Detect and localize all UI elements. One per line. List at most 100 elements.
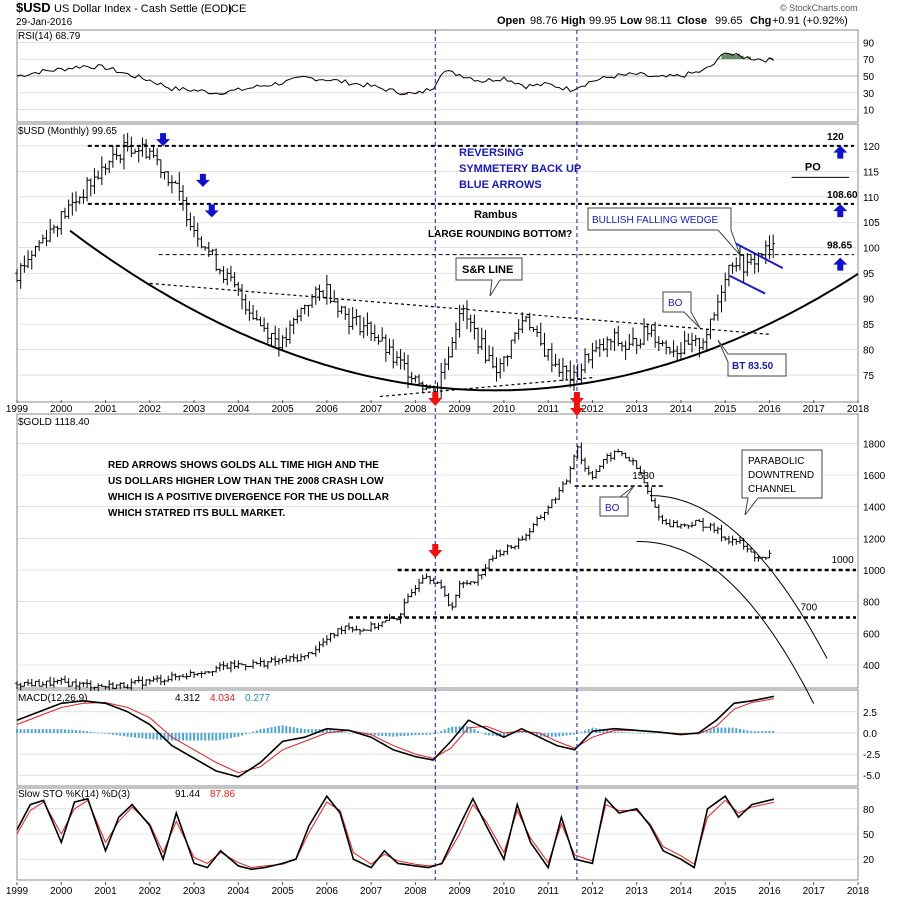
macd-hist-bar	[547, 732, 550, 737]
sr-callout-box	[455, 257, 523, 297]
macd-hist-bar	[49, 729, 52, 733]
rsi-title: RSI(14) 68.79	[18, 31, 81, 42]
sto-panel: Slow STO %K(14) %D(3) 91.44 87.86 80 50 20	[16, 789, 875, 871]
macd-hist-bar	[727, 727, 730, 733]
parabolic-line-1: PARABOLIC	[748, 456, 805, 467]
x-tick-label: 2007	[360, 404, 383, 415]
gold-title: $GOLD 1118.40	[18, 417, 90, 428]
macd-hist-bar	[738, 728, 741, 733]
y-tick-label: 85	[863, 320, 875, 331]
x-tick-label: 2016	[758, 886, 781, 897]
macd-hist-bar	[122, 732, 125, 737]
macd-hist-bar	[484, 732, 487, 735]
macd-hist-bar	[38, 729, 41, 733]
x-tick-label: 2004	[227, 886, 250, 897]
x-tick-label: 1999	[6, 886, 29, 897]
macd-hist-bar	[30, 729, 33, 733]
red-arrows-line-2: US DOLLARS HIGHER LOW THAN THE 2008 CRAS…	[108, 476, 384, 487]
bo-gold-box	[599, 485, 635, 517]
macd-hist-bar	[525, 732, 528, 733]
macd-hist-bar	[285, 725, 288, 733]
macd-hist-bar	[613, 731, 616, 733]
usd-level-label: 98.65	[827, 241, 852, 252]
macd-hist-bar	[399, 732, 402, 737]
macd-hist-bar	[650, 732, 653, 734]
red-arrow	[428, 544, 443, 558]
red-arrow	[569, 402, 584, 416]
macd-hist-bar	[303, 729, 306, 733]
y-tick-label: 75	[863, 371, 875, 382]
y-tick-label: 1600	[863, 471, 886, 482]
high-label: High	[561, 15, 586, 27]
macd-hist-bar	[351, 732, 354, 734]
macd-hist-bar	[429, 732, 432, 735]
macd-hist-bar	[414, 732, 417, 736]
macd-hist-bar	[41, 729, 44, 733]
y-tick-label: 105	[863, 218, 880, 229]
blue-arrow-up	[833, 145, 848, 159]
high-value: 99.95	[589, 15, 617, 27]
sto-title: Slow STO %K(14) %D(3)	[18, 789, 130, 800]
red-arrow	[569, 392, 584, 406]
sto-k-line	[16, 794, 775, 871]
macd-hist-bar	[56, 729, 59, 733]
macd-hist-bar	[270, 727, 273, 733]
reversing-line-1: REVERSING	[459, 147, 524, 159]
macd-hist-bar	[300, 728, 303, 733]
blue-arrows	[156, 133, 848, 271]
x-tick-label: 2011	[537, 886, 559, 897]
y-tick-label: -5.0	[863, 771, 881, 782]
bo-usd-label: BO	[668, 298, 683, 309]
macd-hist-bar	[174, 732, 177, 741]
macd-hist-bar	[159, 732, 162, 740]
macd-hist-bar	[565, 732, 568, 736]
macd-hist-bar	[624, 732, 627, 733]
macd-hist-bar	[491, 732, 494, 736]
exchange-label: ICE	[228, 3, 246, 15]
macd-hist-bar	[115, 732, 118, 736]
macd-hist-bar	[421, 732, 424, 735]
macd-hist-bar	[307, 729, 310, 733]
blue-arrow-down	[156, 133, 171, 147]
macd-title: MACD(12,26,9)	[18, 693, 87, 704]
x-tick-label: 2014	[670, 404, 693, 415]
macd-hist-bar	[141, 732, 144, 739]
macd-hist-bar	[145, 732, 148, 739]
macd-hist-bar	[52, 729, 55, 733]
macd-hist-bar	[34, 729, 37, 733]
y-tick-label: 50	[863, 72, 875, 83]
bo-gold-callout: BO	[599, 485, 635, 517]
macd-hist-bar	[720, 727, 723, 733]
usd-level-label: 120	[827, 132, 844, 143]
macd-hist-bar	[768, 730, 771, 733]
close-value: 99.65	[715, 15, 743, 27]
macd-hist-bar	[222, 732, 225, 740]
wedge-callout: BULLISH FALLING WEDGE	[587, 207, 741, 256]
y-tick-label: 70	[863, 55, 875, 66]
x-tick-label: 2001	[94, 404, 117, 415]
macd-signal-value: 4.034	[210, 693, 235, 704]
macd-hist-bar	[100, 732, 103, 734]
x-tick-label: 2006	[316, 886, 339, 897]
macd-hist-bar	[709, 729, 712, 733]
x-tick-label: 2000	[50, 404, 73, 415]
panel-frame	[16, 413, 859, 689]
macd-hist-bar	[19, 729, 22, 733]
macd-hist-bar	[550, 732, 553, 737]
reversing-note: REVERSING SYMMETERY BACK UP BLUE ARROWS	[459, 147, 581, 191]
gold-level-label: 1000	[831, 555, 854, 566]
macd-hist-bar	[252, 731, 255, 733]
wedge-top-line	[733, 241, 784, 269]
macd-hist-bar	[292, 727, 295, 733]
x-tick-label: 2008	[404, 886, 427, 897]
chart-date: 29-Jan-2016	[16, 17, 73, 28]
macd-hist-bar	[713, 728, 716, 733]
macd-hist-bar	[237, 732, 240, 737]
x-tick-label: 2004	[227, 404, 250, 415]
y-tick-label: 1000	[863, 566, 886, 577]
macd-hist-bar	[443, 729, 446, 733]
gold-level-label: 1530	[632, 471, 655, 482]
y-tick-label: 80	[863, 805, 875, 816]
macd-hist-bar	[746, 730, 749, 733]
macd-hist-bar	[425, 732, 428, 735]
